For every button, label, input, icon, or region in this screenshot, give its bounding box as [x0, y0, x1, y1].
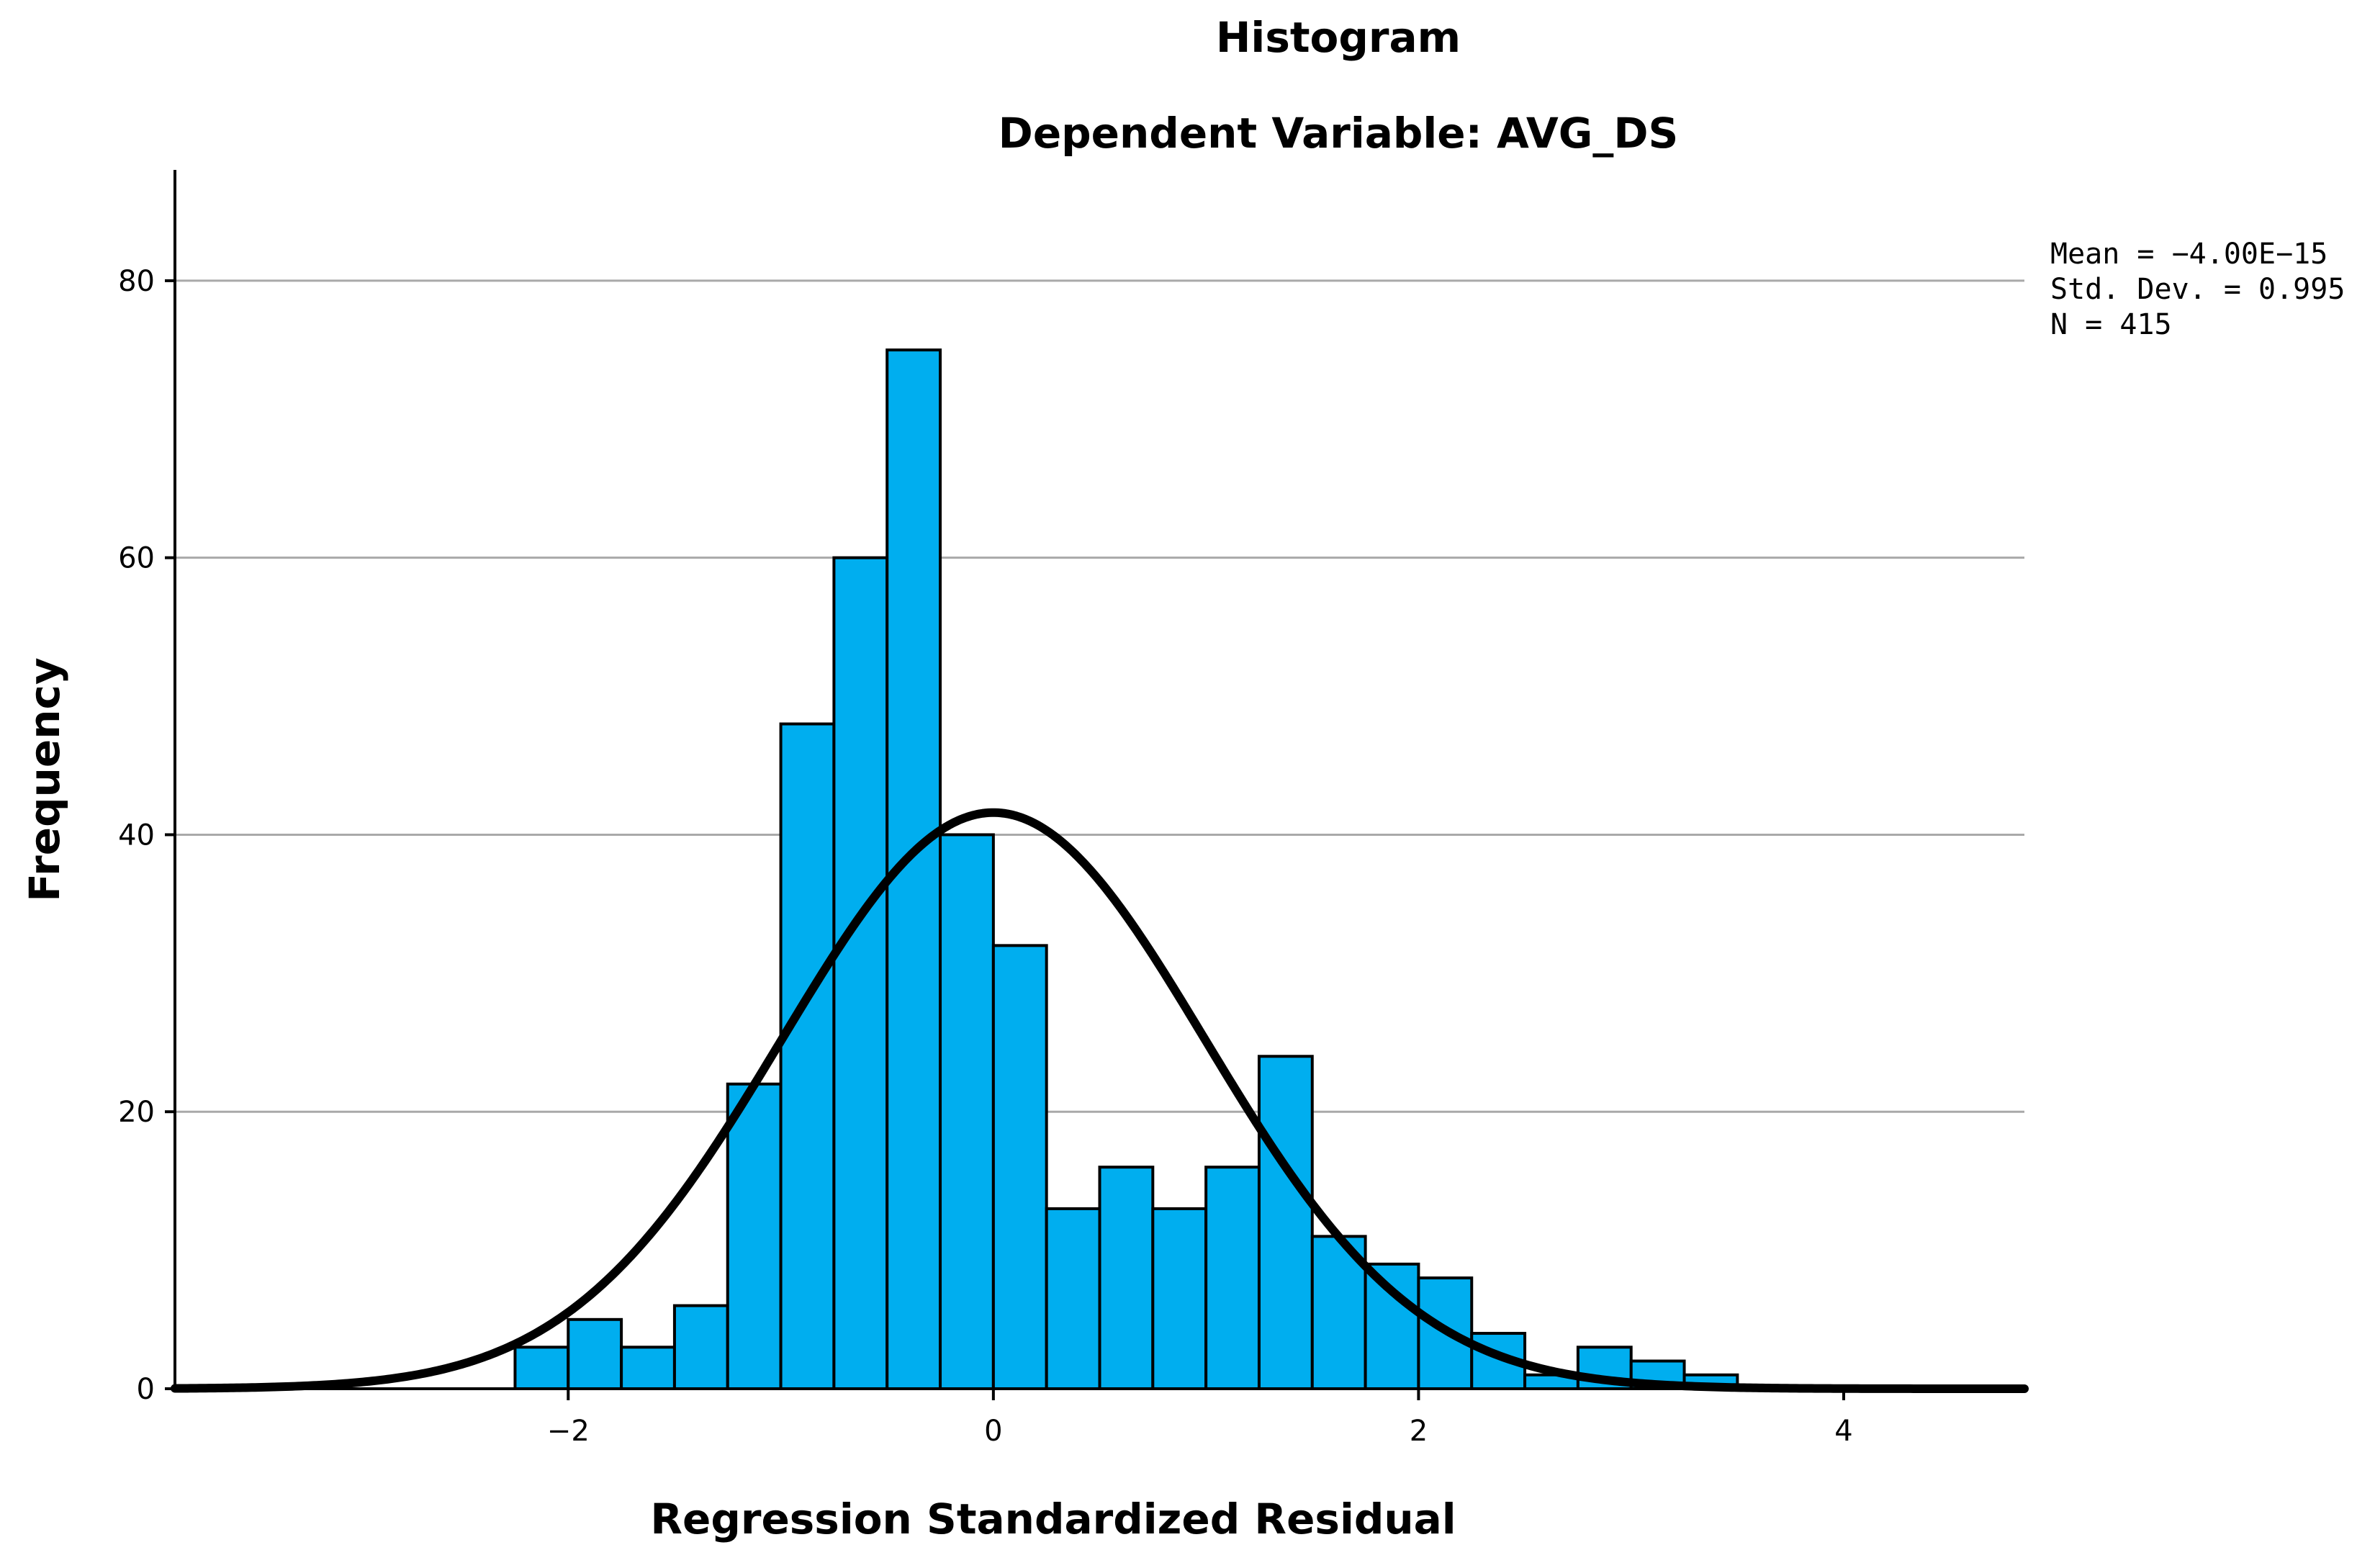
histogram-bar: [991, 944, 1048, 1390]
bars: [513, 348, 1739, 1391]
histogram-bar: [1204, 1166, 1261, 1390]
y-tick-label: 60: [118, 542, 155, 575]
histogram-bar: [939, 833, 995, 1391]
histogram-bar: [1045, 1207, 1101, 1390]
histogram-bar: [620, 1346, 676, 1390]
x-tick-label: 4: [1834, 1415, 1852, 1448]
histogram-bar: [1098, 1166, 1155, 1390]
normal-curve: [171, 808, 2029, 1393]
y-axis-label: Frequency: [20, 657, 69, 901]
stats-n: N = 415: [2050, 308, 2172, 341]
histogram-bar: [1417, 1276, 1474, 1391]
stats-std-dev: Std. Dev. = 0.995: [2050, 273, 2345, 306]
chart-subtitle: Dependent Variable: AVG_DS: [999, 109, 1679, 158]
stats-annotation: Mean = −4.00E−15 Std. Dev. = 0.995 N = 4…: [2050, 238, 2345, 341]
x-tick-label: 2: [1410, 1415, 1428, 1448]
histogram-bar: [779, 722, 836, 1390]
histogram-bar: [1257, 1055, 1314, 1390]
histogram-bar: [1151, 1207, 1208, 1390]
chart-title: Histogram: [1216, 13, 1461, 62]
y-tick-labels: 0 20 40 60 80: [118, 265, 155, 1406]
stats-mean: Mean = −4.00E−15: [2050, 238, 2327, 271]
y-tick-label: 80: [118, 265, 155, 298]
histogram-bar: [567, 1317, 623, 1390]
gridlines: [175, 279, 2024, 1113]
x-axis-label: Regression Standardized Residual: [650, 1495, 1456, 1544]
normal-curve-layer: [171, 808, 2029, 1393]
x-tick-label: −2: [547, 1415, 590, 1448]
x-tick-label: 0: [984, 1415, 1002, 1448]
y-tick-label: 20: [118, 1096, 155, 1129]
histogram-bar: [672, 1304, 729, 1391]
y-tick-label: 40: [118, 819, 155, 852]
histogram-bar: [726, 1082, 783, 1390]
x-tick-labels: −2 0 2 4: [547, 1415, 1853, 1448]
histogram-bar: [513, 1346, 570, 1390]
histogram-bar: [1364, 1262, 1420, 1391]
axes: [165, 170, 2024, 1400]
histogram-bar: [832, 556, 889, 1391]
y-tick-label: 0: [137, 1373, 155, 1406]
